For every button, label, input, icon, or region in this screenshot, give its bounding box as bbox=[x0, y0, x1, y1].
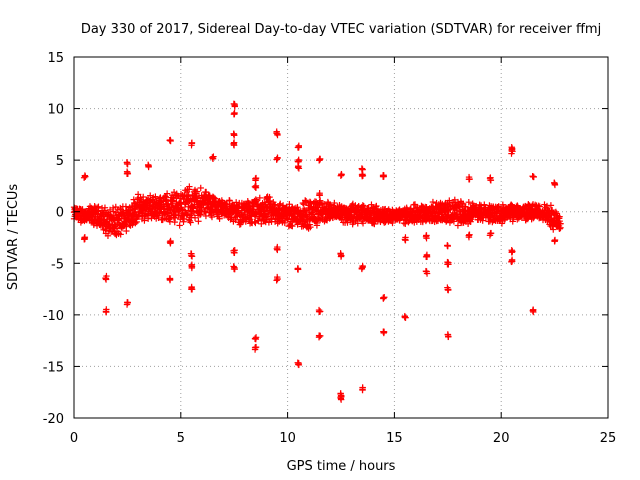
data-point bbox=[226, 197, 233, 205]
data-point bbox=[163, 190, 171, 197]
data-point bbox=[258, 220, 265, 228]
grid bbox=[74, 57, 608, 418]
data-point bbox=[144, 215, 152, 222]
data-points bbox=[70, 100, 564, 403]
data-point bbox=[196, 211, 204, 219]
data-point bbox=[197, 184, 204, 192]
data-point bbox=[193, 188, 201, 195]
data-point bbox=[195, 218, 202, 225]
data-point bbox=[261, 217, 268, 225]
data-point bbox=[180, 215, 188, 223]
data-point bbox=[141, 213, 148, 221]
data-point bbox=[202, 188, 210, 196]
data-point bbox=[256, 194, 263, 202]
data-point bbox=[281, 219, 288, 227]
data-point bbox=[104, 232, 112, 239]
data-point bbox=[210, 194, 217, 201]
data-point bbox=[289, 222, 296, 230]
data-point bbox=[294, 204, 301, 211]
data-point bbox=[95, 203, 102, 210]
data-point bbox=[101, 204, 109, 211]
data-point bbox=[307, 223, 314, 231]
data-point bbox=[123, 227, 130, 235]
data-point bbox=[266, 197, 274, 205]
data-point bbox=[186, 217, 194, 225]
data-point bbox=[206, 192, 213, 200]
data-point bbox=[208, 213, 216, 221]
data-point bbox=[176, 222, 183, 229]
data-point bbox=[109, 204, 117, 212]
data-point bbox=[250, 206, 258, 214]
data-point bbox=[117, 231, 124, 238]
data-point bbox=[133, 218, 140, 226]
data-point bbox=[252, 196, 259, 203]
data-point bbox=[216, 215, 223, 222]
data-point bbox=[251, 218, 258, 225]
data-point bbox=[186, 183, 193, 190]
data-point bbox=[202, 212, 210, 220]
data-point bbox=[140, 193, 147, 201]
data-point bbox=[313, 222, 321, 229]
data-point bbox=[263, 213, 270, 220]
data-point bbox=[211, 195, 219, 202]
data-point bbox=[152, 193, 159, 200]
data-point bbox=[187, 219, 194, 226]
data-point bbox=[132, 219, 139, 227]
data-point bbox=[115, 217, 123, 224]
